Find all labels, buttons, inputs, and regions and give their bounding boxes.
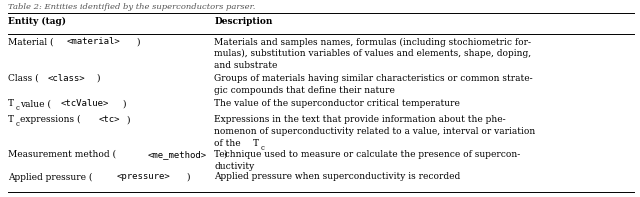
Text: <material>: <material> [67, 37, 120, 46]
Text: ): ) [223, 150, 227, 159]
Text: Expressions in the text that provide information about the phe-: Expressions in the text that provide inf… [214, 115, 506, 124]
Text: Material (: Material ( [8, 37, 53, 46]
Text: mulas), substitution variables of values and elements, shape, doping,: mulas), substitution variables of values… [214, 49, 532, 59]
Text: T: T [252, 139, 259, 148]
Text: ): ) [136, 37, 140, 46]
Text: gic compounds that define their nature: gic compounds that define their nature [214, 86, 396, 95]
Text: of the: of the [214, 139, 244, 148]
Text: <pressure>: <pressure> [116, 172, 170, 181]
Text: Groups of materials having similar characteristics or common strate-: Groups of materials having similar chara… [214, 74, 533, 83]
Text: Measurement method (: Measurement method ( [8, 150, 116, 159]
Text: T: T [8, 99, 13, 109]
Text: and substrate: and substrate [214, 61, 278, 70]
Text: <tcValue>: <tcValue> [60, 99, 109, 109]
Text: Description: Description [214, 17, 273, 26]
Text: Table 2: Entities identified by the superconductors parser.: Table 2: Entities identified by the supe… [8, 3, 255, 11]
Text: c: c [260, 144, 264, 152]
Text: ): ) [186, 172, 189, 181]
Text: Materials and samples names, formulas (including stochiometric for-: Materials and samples names, formulas (i… [214, 37, 531, 46]
Text: ): ) [126, 115, 130, 124]
Text: Class (: Class ( [8, 74, 38, 83]
Text: Applied pressure when superconductivity is recorded: Applied pressure when superconductivity … [214, 172, 461, 181]
Text: ductivity: ductivity [214, 162, 255, 171]
Text: <tc>: <tc> [99, 115, 120, 124]
Text: Applied pressure (: Applied pressure ( [8, 172, 92, 181]
Text: The value of the superconductor critical temperature: The value of the superconductor critical… [214, 99, 460, 109]
Text: nomenon of superconductivity related to a value, interval or variation: nomenon of superconductivity related to … [214, 127, 536, 136]
Text: ): ) [123, 99, 126, 109]
Text: Entity (tag): Entity (tag) [8, 17, 66, 26]
Text: expressions (: expressions ( [20, 115, 81, 124]
Text: <me_method>: <me_method> [147, 150, 206, 159]
Text: <class>: <class> [47, 74, 85, 83]
Text: c: c [15, 120, 19, 128]
Text: ): ) [96, 74, 99, 83]
Text: Technique used to measure or calculate the presence of supercon-: Technique used to measure or calculate t… [214, 150, 521, 159]
Text: value (: value ( [20, 99, 51, 109]
Text: c: c [15, 104, 19, 112]
Text: T: T [8, 115, 13, 124]
